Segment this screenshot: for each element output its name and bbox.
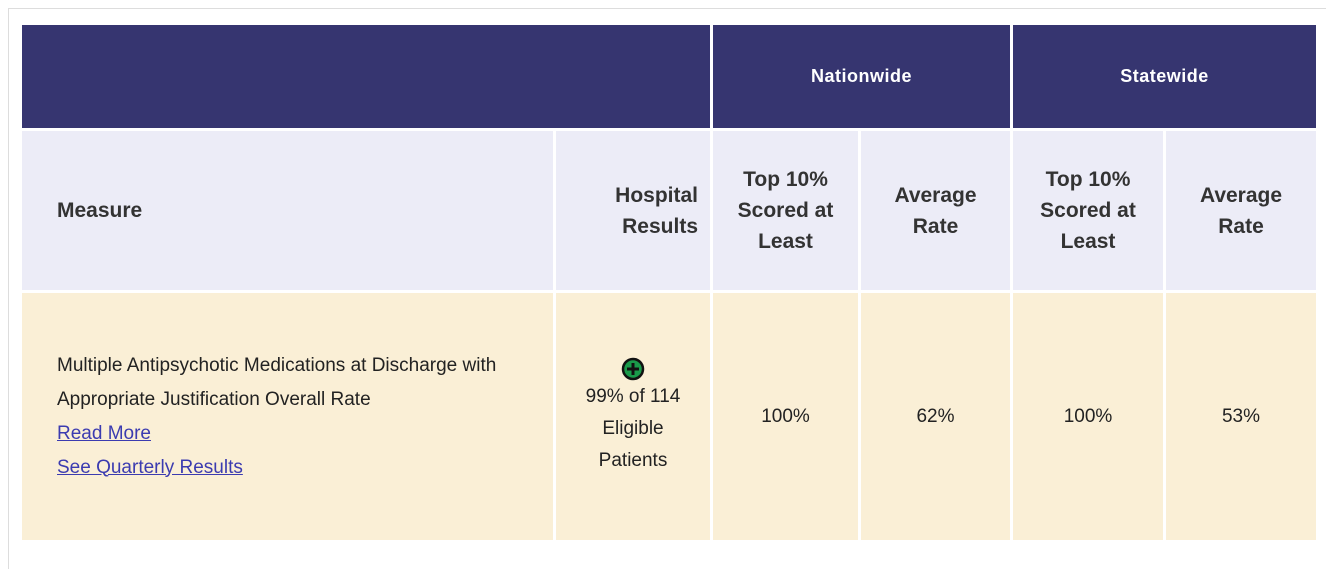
column-header: Top 10% Scored at Least: [713, 131, 858, 290]
measure-name: Multiple Antipsychotic Medications at Di…: [57, 354, 497, 410]
hospital-cell: 99% of 114 Eligible Patients: [556, 293, 710, 540]
value-cell: 100%: [1013, 293, 1163, 540]
read-more-link[interactable]: Read More: [57, 422, 151, 444]
column-header: Measure: [22, 131, 553, 290]
column-header: Hospital Results: [556, 131, 710, 290]
group-header: Nationwide: [713, 25, 1010, 128]
header-blank: [22, 25, 710, 128]
plus-icon: [621, 357, 645, 380]
column-header: Average Rate: [1166, 131, 1316, 290]
page: Nationwide Statewide Measure Hospital Re…: [8, 8, 1326, 569]
value-cell: 100%: [713, 293, 858, 540]
group-header: Statewide: [1013, 25, 1316, 128]
value-cell: 53%: [1166, 293, 1316, 540]
column-header: Average Rate: [861, 131, 1010, 290]
frame: [8, 8, 1326, 569]
measure-cell: Multiple Antipsychotic Medications at Di…: [22, 293, 553, 540]
value-cell: 62%: [861, 293, 1010, 540]
column-header: Top 10% Scored at Least: [1013, 131, 1163, 290]
measure-content: Multiple Antipsychotic Medications at Di…: [57, 349, 507, 485]
hospital-result: 99% of 114 Eligible Patients: [585, 385, 681, 471]
quarterly-link[interactable]: See Quarterly Results: [57, 456, 243, 478]
